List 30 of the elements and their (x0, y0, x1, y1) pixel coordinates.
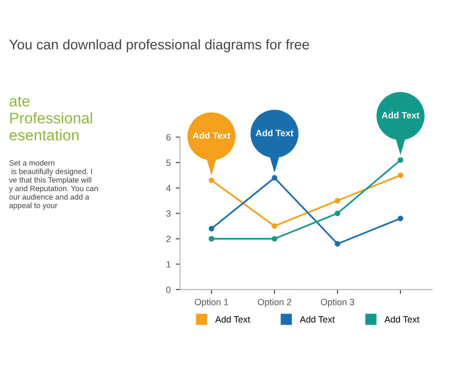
point (272, 175, 278, 181)
text: Add Text (382, 112, 420, 118)
annotation: Add Text (192, 132, 230, 139)
point (208, 226, 214, 232)
point (334, 210, 340, 216)
y-tick-label: 0 (166, 286, 171, 293)
x-tick-label: Option 3 (320, 298, 354, 308)
point (398, 157, 404, 163)
point (398, 172, 404, 178)
point (334, 241, 340, 247)
y-tick-label: 4 (166, 185, 171, 192)
y-tick-label: 3 (166, 210, 171, 217)
text: Add Text (256, 130, 294, 136)
point (398, 216, 404, 222)
y-tick-label: 5 (166, 160, 171, 166)
y-tick-label: 1 (166, 261, 171, 268)
point (334, 198, 340, 204)
point (208, 178, 214, 184)
legend-label: Add Text (384, 316, 420, 323)
x-tick-label: Option 1 (194, 298, 228, 308)
text: ate Professional esentation (10, 96, 92, 140)
legend-label: Add Text (300, 316, 335, 323)
x-tick-label: Option 2 (258, 298, 292, 308)
chart-subtitle: You can download professional diagrams for free (9, 39, 309, 52)
y-tick-label: 2 (166, 236, 171, 242)
legend-label: Add Text (215, 316, 250, 323)
point (272, 236, 278, 242)
y-tick-label: 6 (166, 134, 171, 141)
point (272, 223, 278, 229)
point (208, 236, 214, 242)
